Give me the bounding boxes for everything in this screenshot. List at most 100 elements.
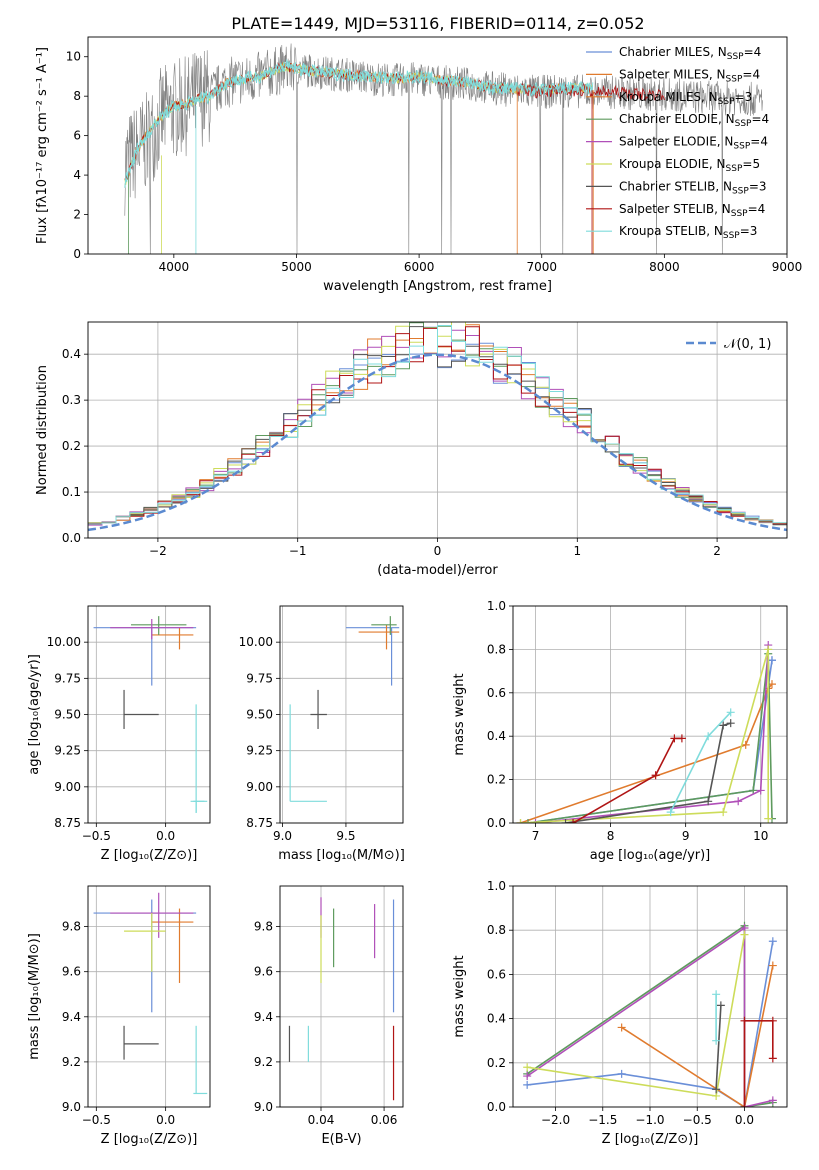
series-marker xyxy=(734,797,743,806)
x-tick-label: −2.0 xyxy=(541,1113,570,1127)
x-tick-label: 9.0 xyxy=(273,829,292,843)
series-marker xyxy=(719,808,728,817)
legend-entry-text: Salpeter STELIB, N xyxy=(619,202,731,216)
legend-entry-sub: SSP xyxy=(726,74,743,84)
y-axis-label: Normed distribution xyxy=(35,365,50,495)
y-tick-label: 0.3 xyxy=(62,393,81,407)
x-axis-label: wavelength [Angstrom, rest frame] xyxy=(323,279,552,294)
series-marker xyxy=(740,930,749,939)
y-tick-label: 1.0 xyxy=(487,879,506,893)
x-tick-label: −1.0 xyxy=(635,1113,664,1127)
x-tick-label: −0.5 xyxy=(683,1113,712,1127)
x-tick-label: 10 xyxy=(753,829,768,843)
legend-entry-text: Kroupa MILES, N xyxy=(619,90,718,104)
legend-entry-text: Chabrier ELODIE, N xyxy=(619,112,735,126)
legend-entry-suffix: =3 xyxy=(740,224,758,238)
y-tick-label: 9.75 xyxy=(54,671,81,685)
y-tick-label: 0.8 xyxy=(487,642,506,656)
y-tick-label: 8 xyxy=(73,89,81,103)
x-tick-label: 7000 xyxy=(526,260,557,274)
series-line xyxy=(743,1020,774,1107)
y-tick-label: 10.00 xyxy=(47,635,81,649)
series-line xyxy=(621,965,774,1107)
series-marker xyxy=(756,786,765,795)
y-tick-label: 4 xyxy=(73,168,81,182)
y-tick-label: 8.75 xyxy=(54,816,81,830)
series-marker xyxy=(651,771,660,780)
x-axis-label: mass [log₁₀(M/M⊙)] xyxy=(278,848,405,863)
y-axis-label: Flux [fλ10⁻¹⁷ erg cm⁻² s⁻¹ A⁻¹] xyxy=(35,47,50,244)
axes-frame xyxy=(279,885,404,1108)
y-tick-label: 0.2 xyxy=(487,773,506,787)
y-tick-label: 9.25 xyxy=(54,744,81,758)
observed-spectrum xyxy=(124,43,763,254)
axes-frame xyxy=(87,321,788,539)
series-marker xyxy=(666,808,675,817)
x-axis-label: Z [log₁₀(Z/Z⊙)] xyxy=(602,1132,699,1147)
y-tick-label: 0.2 xyxy=(487,1056,506,1070)
y-tick-label: 9.4 xyxy=(62,1010,81,1024)
y-tick-label: 0.4 xyxy=(487,1012,506,1026)
axes-frame xyxy=(87,885,211,1108)
x-tick-label: 4000 xyxy=(159,260,190,274)
legend-entry: 𝒩(0, 1) xyxy=(724,337,771,352)
y-tick-label: 9.6 xyxy=(62,965,81,979)
series-marker xyxy=(523,1063,532,1072)
y-tick-label: 0.0 xyxy=(487,1100,506,1114)
series-marker xyxy=(569,819,578,823)
x-tick-label: 0.0 xyxy=(156,829,175,843)
series-marker xyxy=(523,1080,532,1089)
y-tick-label: 8.75 xyxy=(246,816,273,830)
panel-age_vs_Z: −0.5 0.0 8.75 9.00 9.25 9.50 9.75 10.00 Z [log₁₀… xyxy=(27,605,211,863)
y-tick-label: 9.8 xyxy=(254,920,273,934)
series-marker xyxy=(561,819,570,823)
legend-entry: Chabrier ELODIE, NSSP=4 xyxy=(619,112,769,129)
series-marker xyxy=(740,1016,749,1025)
series-marker xyxy=(767,656,776,665)
series-line xyxy=(527,934,746,1097)
legend-entry: Salpeter ELODIE, NSSP=4 xyxy=(619,135,768,152)
x-tick-label: −0.5 xyxy=(82,1113,111,1127)
series-marker xyxy=(712,990,721,999)
x-tick-label: 0.04 xyxy=(308,1113,335,1127)
panel-mass_vs_EBV: 0.04 0.06 9.0 9.2 9.4 9.6 9.8 E(B-V) xyxy=(254,885,404,1147)
legend-entry-suffix: =4 xyxy=(744,45,762,59)
x-tick-label: 8000 xyxy=(649,260,680,274)
y-tick-label: 0.6 xyxy=(487,967,506,981)
normal-curve xyxy=(88,353,787,532)
x-axis-label: Z [log₁₀(Z/Z⊙)] xyxy=(101,848,198,863)
legend-entry-text: Chabrier STELIB, N xyxy=(619,179,732,193)
x-axis-label: age [log₁₀(age/yr)] xyxy=(590,848,711,863)
series-marker xyxy=(712,1036,721,1045)
x-tick-label: 0 xyxy=(434,544,442,558)
y-tick-label: 9.4 xyxy=(254,1010,273,1024)
series-marker xyxy=(677,734,686,743)
x-tick-label: −1 xyxy=(289,544,307,558)
y-axis-label: mass [log₁₀(M/M⊙)] xyxy=(27,933,42,1060)
x-tick-label: 1 xyxy=(573,544,581,558)
y-tick-label: 9.00 xyxy=(54,780,81,794)
legend-entry-sub: SSP xyxy=(732,186,749,196)
y-tick-label: 0.4 xyxy=(487,729,506,743)
legend-entry-sub: SSP xyxy=(731,209,748,219)
panel-mass_vs_Z: −0.5 0.0 9.0 9.2 9.4 9.6 9.8 Z [log₁₀(Z/Z⊙)] mas… xyxy=(27,885,211,1147)
series-marker xyxy=(741,740,750,749)
panel-spectrum: 4000 5000 6000 7000 8000 9000 0 2 4 6 8 10 wavelengt… xyxy=(35,36,802,294)
legend-entry-suffix: =4 xyxy=(750,135,768,149)
legend-entry-sub: SSP xyxy=(723,231,740,241)
legend-entry: Salpeter STELIB, NSSP=4 xyxy=(619,202,765,219)
y-tick-label: 10.00 xyxy=(239,635,273,649)
x-axis-label: E(B-V) xyxy=(321,1132,361,1147)
plot-area-mass_vs_Z xyxy=(93,892,208,1095)
plots: 4000 5000 6000 7000 8000 90000246810wavelengt… xyxy=(27,36,802,1147)
histogram-series xyxy=(88,322,787,528)
plot-area-residuals xyxy=(88,322,787,532)
series-marker xyxy=(726,719,735,728)
series-line xyxy=(527,653,773,823)
legend-entry-sub: SSP xyxy=(718,97,735,107)
series-marker xyxy=(531,819,540,823)
x-tick-label: 9.5 xyxy=(336,829,355,843)
legend-entry-suffix: =3 xyxy=(749,179,767,193)
